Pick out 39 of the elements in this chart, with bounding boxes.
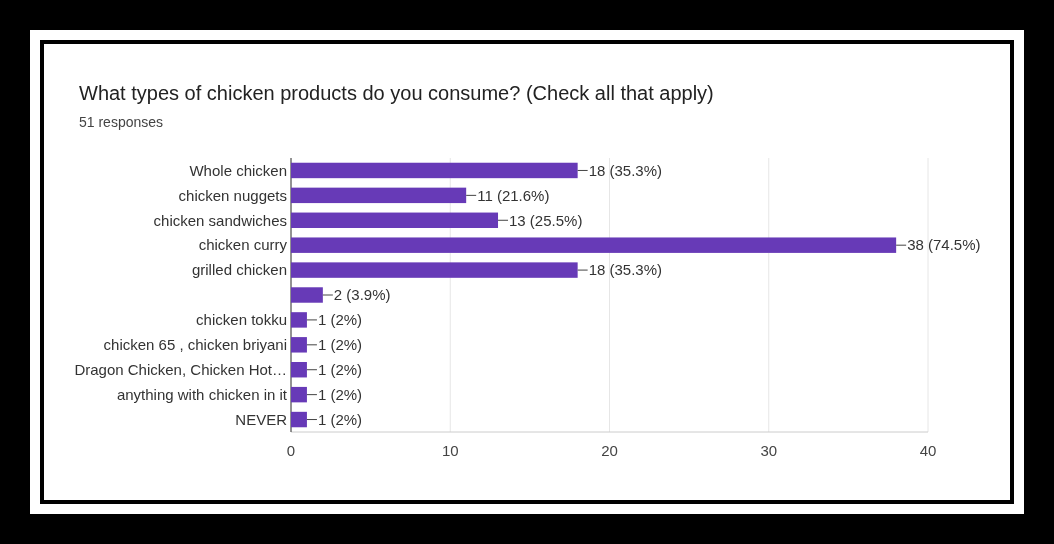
- data-label: 1 (2%): [317, 410, 363, 428]
- x-tick-label: 20: [601, 442, 618, 459]
- data-label: 18 (35.3%): [588, 161, 663, 179]
- bar: [291, 287, 323, 303]
- bar: [291, 362, 307, 378]
- bar: [291, 237, 897, 253]
- data-label: 38 (74.5%): [907, 236, 981, 254]
- chart-title: What types of chicken products do you consume? (Check all that apply): [79, 82, 714, 104]
- x-tick-label: 10: [441, 442, 459, 459]
- data-label: 1 (2%): [317, 311, 363, 329]
- data-label: 1 (2%): [317, 360, 363, 378]
- data-label: 1 (2%): [317, 385, 363, 403]
- y-tick-label: Dragon Chicken, Chicken Hot…: [74, 360, 287, 378]
- bar: [291, 212, 499, 228]
- data-label: 18 (35.3%): [588, 261, 663, 279]
- y-tick-label: chicken sandwiches: [153, 211, 287, 229]
- y-tick-label: chicken curry: [198, 236, 288, 254]
- bar: [291, 262, 578, 278]
- y-tick-label: chicken nuggets: [178, 186, 287, 204]
- data-label: 13 (25.5%): [509, 211, 583, 229]
- bar: [291, 411, 307, 428]
- bar: [291, 162, 578, 179]
- data-label: 2 (3.9%): [333, 286, 391, 304]
- y-tick-label: chicken 65 , chicken briyani: [103, 336, 287, 354]
- y-tick-label: anything with chicken in it: [116, 385, 288, 403]
- y-tick-label: chicken tokku: [196, 311, 287, 329]
- bar: [291, 337, 307, 353]
- x-tick-label: 0: [286, 442, 296, 459]
- x-tick-label: 40: [919, 442, 937, 459]
- bar: [291, 187, 467, 204]
- bar: [291, 312, 307, 328]
- x-tick-label: 30: [760, 442, 778, 459]
- y-tick-label: grilled chicken: [191, 261, 287, 279]
- text: 51 responses: [79, 114, 164, 130]
- y-tick-label: Whole chicken: [189, 161, 287, 179]
- y-tick-label: NEVER: [235, 410, 288, 428]
- bar: [291, 386, 307, 403]
- data-label: 1 (2%): [317, 336, 363, 354]
- data-label: 11 (21.6%): [477, 186, 550, 204]
